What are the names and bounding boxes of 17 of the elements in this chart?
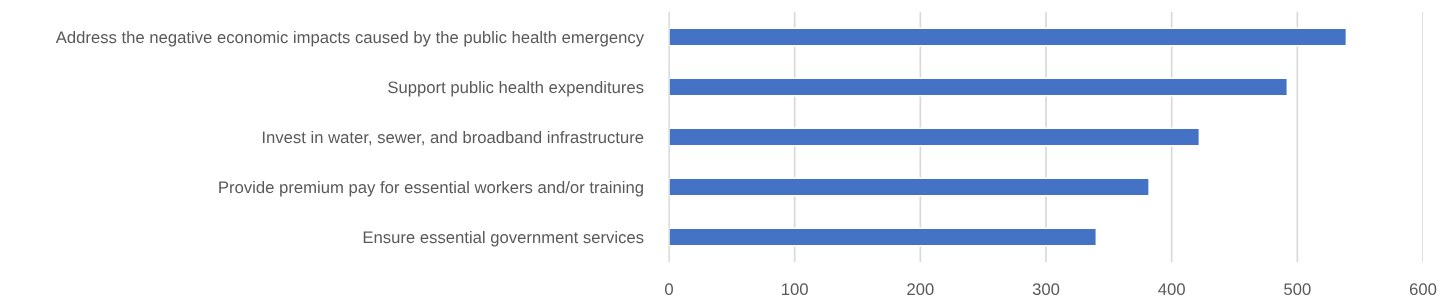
x-tick-label: 100 xyxy=(782,283,808,296)
bar xyxy=(669,27,1348,47)
bar xyxy=(669,227,1097,247)
x-tick-label: 0 xyxy=(665,283,673,296)
bar xyxy=(669,127,1201,147)
y-tick-label: Invest in water, sewer, and broadband infrastructure xyxy=(262,130,644,146)
bar xyxy=(669,177,1150,197)
x-tick-label: 400 xyxy=(1158,283,1185,296)
x-tick-label: 200 xyxy=(907,283,934,296)
y-tick-label: Provide premium pay for essential workers and/or training xyxy=(219,180,643,197)
x-tick-label: 600 xyxy=(1409,283,1437,296)
x-tick-label: 500 xyxy=(1284,283,1311,296)
bar xyxy=(669,77,1288,97)
y-tick-label: Support public health expenditures xyxy=(388,80,644,97)
y-tick-label: Ensure essential government services xyxy=(363,230,644,247)
y-tick-label: Address the negative economic impacts caused by the public health emergency xyxy=(55,30,645,47)
x-tick-label: 300 xyxy=(1032,283,1060,296)
